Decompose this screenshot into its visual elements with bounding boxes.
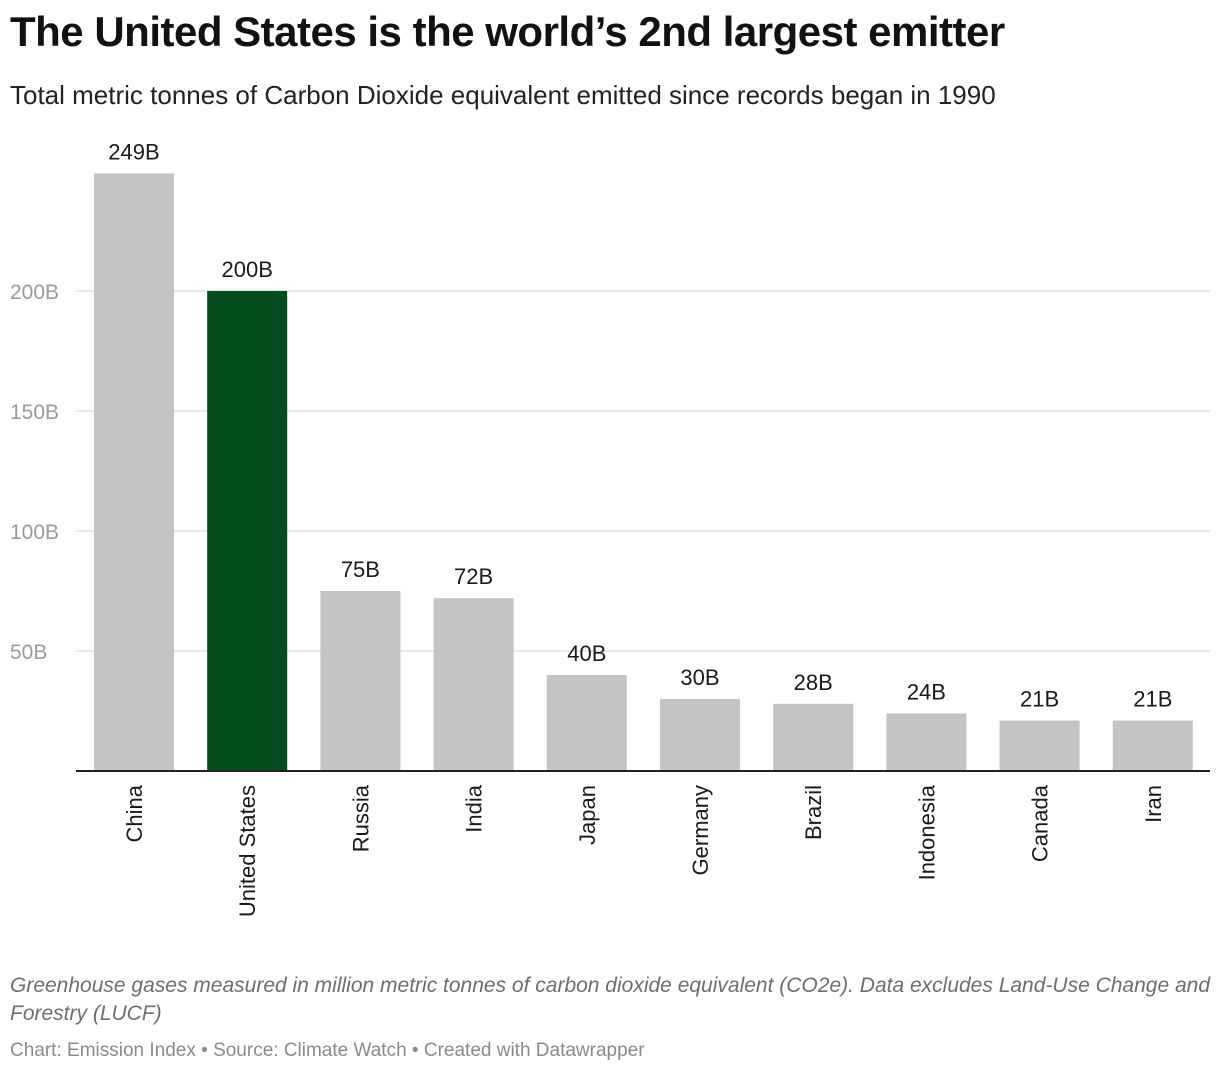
bar — [433, 598, 514, 771]
bar — [999, 720, 1080, 771]
y-axis-ticks: 50B 100B 150B 200B — [10, 281, 59, 664]
bar — [1112, 720, 1193, 771]
bar — [660, 699, 740, 771]
x-tick-label: United States — [235, 785, 260, 917]
bars — [94, 173, 1193, 771]
data-label: 200B — [222, 257, 273, 282]
x-axis-ticks: China United States Russia India Japan German… — [122, 784, 1166, 917]
x-tick-label: India — [462, 784, 487, 832]
data-label: 249B — [108, 139, 159, 164]
y-tick-label: 100B — [10, 521, 59, 544]
x-tick-label: Russia — [348, 784, 373, 852]
data-label: 28B — [794, 670, 833, 695]
chart-title: The United States is the world’s 2nd lar… — [10, 8, 1005, 55]
data-label: 21B — [1020, 687, 1059, 712]
bar — [207, 291, 288, 771]
y-tick-label: 200B — [10, 281, 59, 304]
data-labels: 249B 200B 75B 72B 40B 30B 28B 24B 21B 21B — [108, 139, 1172, 711]
data-label: 21B — [1133, 687, 1172, 712]
chart-subtitle: Total metric tonnes of Carbon Dioxide eq… — [10, 80, 996, 110]
chart-notes: Greenhouse gases measured in million met… — [10, 974, 1211, 1025]
y-tick-label: 50B — [10, 641, 47, 664]
y-tick-label: 150B — [10, 401, 59, 424]
data-label: 30B — [680, 665, 719, 690]
x-tick-label: Germany — [688, 785, 713, 875]
bar — [546, 675, 627, 771]
bar — [320, 591, 401, 771]
data-label: 75B — [341, 557, 380, 582]
data-label: 72B — [454, 564, 493, 589]
x-tick-label: China — [122, 784, 147, 842]
x-tick-label: Japan — [575, 785, 600, 845]
x-tick-label: Brazil — [801, 785, 826, 840]
x-tick-label: Iran — [1141, 785, 1166, 823]
bar — [94, 173, 174, 771]
data-label: 24B — [907, 679, 946, 704]
x-tick-label: Indonesia — [914, 784, 939, 880]
x-tick-label: Canada — [1028, 784, 1053, 862]
bar — [773, 703, 854, 771]
bar — [886, 713, 967, 771]
data-label: 40B — [567, 641, 606, 666]
chart-footer: Chart: Emission Index • Source: Climate … — [10, 1040, 645, 1061]
